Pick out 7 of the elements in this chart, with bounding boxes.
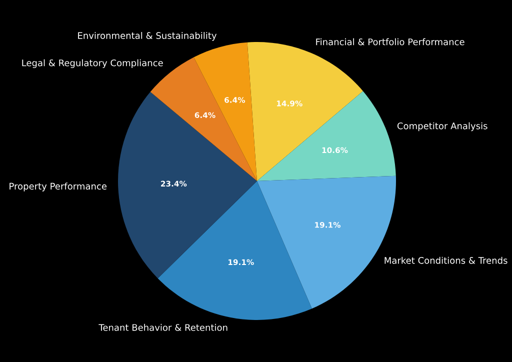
slice-label: Financial & Portfolio Performance (316, 38, 464, 46)
slice-label: Competitor Analysis (397, 122, 488, 132)
slice-label: Property Performance (10, 182, 107, 192)
slice-label: Environmental & Sustainability (78, 32, 217, 41)
slice-label: Market Conditions & Trends (384, 256, 508, 264)
slice-label: Tenant Behavior & Retention (98, 324, 228, 331)
slice-label: Legal & Regulatory Compliance (22, 59, 163, 68)
